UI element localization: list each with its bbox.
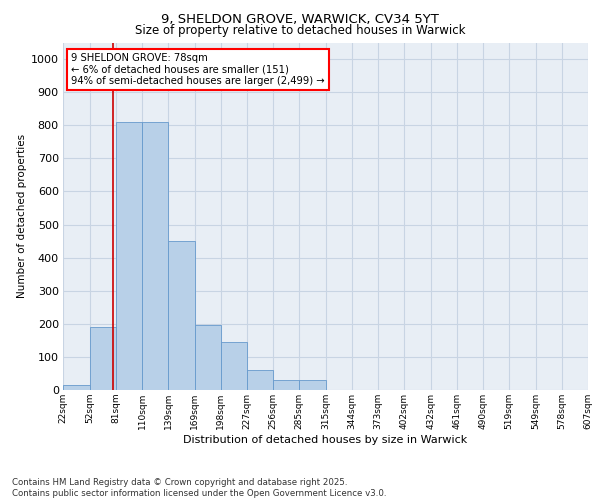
Bar: [90, 327, 116, 390]
Bar: [116, 122, 142, 390]
Text: Size of property relative to detached houses in Warwick: Size of property relative to detached ho…: [135, 24, 465, 37]
Bar: [247, 370, 273, 390]
Text: 9 SHELDON GROVE: 78sqm
← 6% of detached houses are smaller (151)
94% of semi-det: 9 SHELDON GROVE: 78sqm ← 6% of detached …: [71, 53, 325, 86]
Bar: [221, 342, 247, 390]
Bar: [273, 380, 299, 390]
Bar: [63, 385, 89, 390]
Bar: [168, 241, 194, 390]
X-axis label: Distribution of detached houses by size in Warwick: Distribution of detached houses by size …: [184, 434, 467, 444]
Bar: [299, 380, 326, 390]
Bar: [142, 122, 168, 390]
Text: 9, SHELDON GROVE, WARWICK, CV34 5YT: 9, SHELDON GROVE, WARWICK, CV34 5YT: [161, 12, 439, 26]
Y-axis label: Number of detached properties: Number of detached properties: [17, 134, 26, 298]
Bar: [195, 326, 221, 390]
Text: Contains HM Land Registry data © Crown copyright and database right 2025.
Contai: Contains HM Land Registry data © Crown c…: [12, 478, 386, 498]
